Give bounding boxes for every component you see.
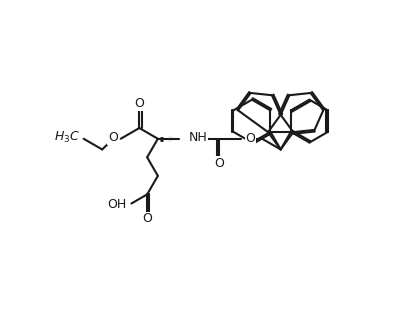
Text: O: O <box>245 132 255 145</box>
Text: $H_3C$: $H_3C$ <box>54 130 80 145</box>
Text: O: O <box>108 131 118 144</box>
Text: OH: OH <box>107 198 126 211</box>
Text: O: O <box>142 212 152 225</box>
Text: O: O <box>214 157 224 170</box>
Text: O: O <box>134 97 144 110</box>
Text: NH: NH <box>188 131 207 144</box>
